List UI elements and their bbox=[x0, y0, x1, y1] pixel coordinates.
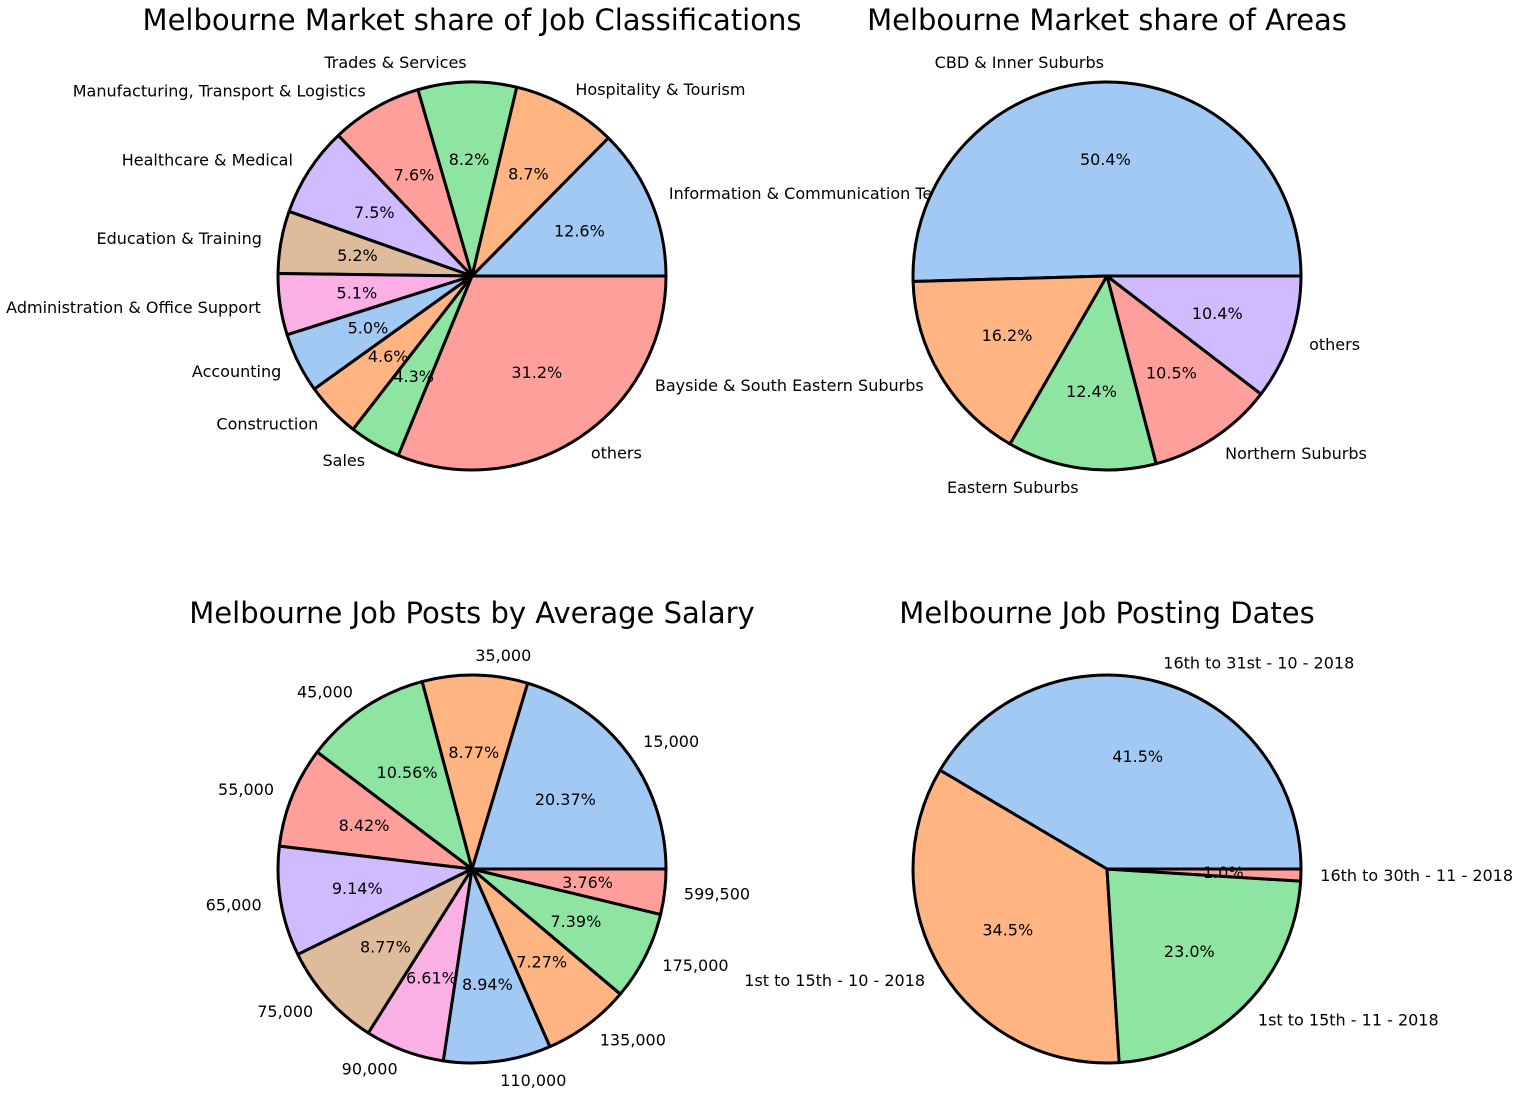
slice-label: Hospitality & Tourism bbox=[575, 80, 745, 99]
slice-label: Accounting bbox=[192, 362, 281, 381]
pie-slice-others bbox=[396, 274, 668, 472]
slice-label: Education & Training bbox=[96, 229, 261, 248]
percent-label: 8.42% bbox=[339, 816, 390, 835]
pie-chart-job-classifications: Melbourne Market share of Job Classifica… bbox=[6, 3, 1005, 472]
pie-slice-information-communication-technology bbox=[470, 136, 668, 278]
pie-slice-16th-to-31st-10-2018 bbox=[938, 673, 1303, 871]
percent-label: 8.2% bbox=[449, 150, 490, 169]
slice-label: 75,000 bbox=[257, 1002, 313, 1021]
pie-slice-55-000 bbox=[277, 750, 474, 871]
pie-slice-65-000 bbox=[276, 844, 474, 956]
slice-label: Information & Communication Technology bbox=[669, 184, 1005, 203]
percent-label: 5.0% bbox=[348, 319, 389, 338]
percent-label: 4.3% bbox=[393, 367, 434, 386]
percent-label: 6.61% bbox=[406, 969, 457, 988]
slice-label: 599,500 bbox=[684, 885, 750, 904]
slice-label: Manufacturing, Transport & Logistics bbox=[73, 81, 366, 100]
slice-label: Northern Suburbs bbox=[1225, 444, 1367, 463]
percent-label: 50.4% bbox=[1080, 150, 1131, 169]
slice-label: others bbox=[591, 444, 642, 463]
percent-label: 3.76% bbox=[562, 873, 613, 892]
pie-slice-110-000 bbox=[441, 867, 552, 1065]
pie-slice-cbd-inner-suburbs bbox=[911, 80, 1303, 283]
slice-label: 16th to 31st - 10 - 2018 bbox=[1163, 654, 1354, 673]
pie-chart-posting-dates: Melbourne Job Posting Dates 16th to 31st… bbox=[744, 596, 1513, 1065]
percent-label: 12.6% bbox=[554, 222, 605, 241]
percent-label: 10.5% bbox=[1146, 363, 1197, 382]
slice-label: 55,000 bbox=[218, 780, 274, 799]
percent-label: 7.5% bbox=[354, 203, 395, 222]
pie-slice-75-000 bbox=[296, 867, 474, 1035]
slice-label: 1st to 15th - 10 - 2018 bbox=[744, 971, 925, 990]
slice-label: Construction bbox=[216, 415, 318, 434]
slice-label: Eastern Suburbs bbox=[947, 478, 1079, 497]
slice-label: 15,000 bbox=[643, 732, 699, 751]
percent-label: 1.0% bbox=[1203, 863, 1244, 882]
chart-title: Melbourne Market share of Areas bbox=[867, 3, 1347, 37]
pie-chart-areas: Melbourne Market share of Areas CBD & In… bbox=[655, 3, 1367, 497]
pie-slice-northern-suburbs bbox=[1105, 274, 1263, 466]
slice-label: 45,000 bbox=[297, 682, 353, 701]
slice-label: Sales bbox=[323, 451, 366, 470]
slice-label: 135,000 bbox=[600, 1030, 666, 1049]
slice-label: 16th to 30th - 11 - 2018 bbox=[1320, 866, 1513, 885]
percent-label: 16.2% bbox=[982, 326, 1033, 345]
percent-label: 20.37% bbox=[535, 790, 596, 809]
percent-label: 41.5% bbox=[1112, 747, 1163, 766]
pie-slice-others bbox=[1105, 274, 1303, 396]
percent-label: 7.39% bbox=[550, 912, 601, 931]
percent-label: 8.77% bbox=[360, 937, 411, 956]
pie-slice-599-500 bbox=[470, 867, 668, 916]
chart-title: Melbourne Market share of Job Classifica… bbox=[143, 3, 802, 37]
pie-slice-1st-to-15th-10-2018 bbox=[911, 768, 1121, 1065]
pie-slice-15-000 bbox=[470, 681, 668, 871]
slice-label: 175,000 bbox=[662, 956, 728, 975]
percent-label: 8.7% bbox=[508, 165, 549, 184]
percent-label: 8.94% bbox=[462, 975, 513, 994]
percent-label: 12.4% bbox=[1066, 382, 1117, 401]
pie-slice-bayside-south-eastern-suburbs bbox=[911, 274, 1109, 446]
pie-slice-1st-to-15th-11-2018 bbox=[1105, 867, 1303, 1065]
percent-label: 10.4% bbox=[1192, 304, 1243, 323]
percent-label: 4.6% bbox=[368, 347, 409, 366]
slice-label: 65,000 bbox=[206, 895, 262, 914]
percent-label: 10.56% bbox=[377, 763, 438, 782]
pie-slice-45-000 bbox=[315, 680, 474, 871]
slice-label: CBD & Inner Suburbs bbox=[935, 53, 1104, 72]
chart-title: Melbourne Job Posting Dates bbox=[899, 596, 1314, 630]
slice-label: others bbox=[1309, 335, 1360, 354]
percent-label: 34.5% bbox=[982, 920, 1033, 939]
percent-label: 7.27% bbox=[516, 953, 567, 972]
percent-label: 5.1% bbox=[337, 284, 378, 303]
slice-label: Bayside & South Eastern Suburbs bbox=[655, 376, 924, 395]
percent-label: 7.6% bbox=[394, 166, 435, 185]
pie-slice-trades-services bbox=[416, 80, 519, 278]
slice-label: Trades & Services bbox=[323, 53, 466, 72]
slice-label: 110,000 bbox=[500, 1071, 566, 1090]
percent-label: 9.14% bbox=[332, 879, 383, 898]
slice-label: 1st to 15th - 11 - 2018 bbox=[1258, 1010, 1439, 1029]
percent-label: 5.2% bbox=[337, 246, 378, 265]
pie-chart-average-salary: Melbourne Job Posts by Average Salary 15… bbox=[189, 596, 754, 1090]
chart-title: Melbourne Job Posts by Average Salary bbox=[189, 596, 754, 630]
slice-label: Administration & Office Support bbox=[6, 298, 261, 317]
pie-slice-35-000 bbox=[420, 673, 530, 871]
percent-label: 23.0% bbox=[1164, 942, 1215, 961]
slice-label: 90,000 bbox=[342, 1060, 398, 1079]
percent-label: 31.2% bbox=[511, 363, 562, 382]
percent-label: 8.77% bbox=[448, 743, 499, 762]
pie-slice-16th-to-30th-11-2018 bbox=[1105, 867, 1303, 883]
slice-label: 35,000 bbox=[475, 646, 531, 665]
slice-label: Healthcare & Medical bbox=[122, 150, 293, 169]
